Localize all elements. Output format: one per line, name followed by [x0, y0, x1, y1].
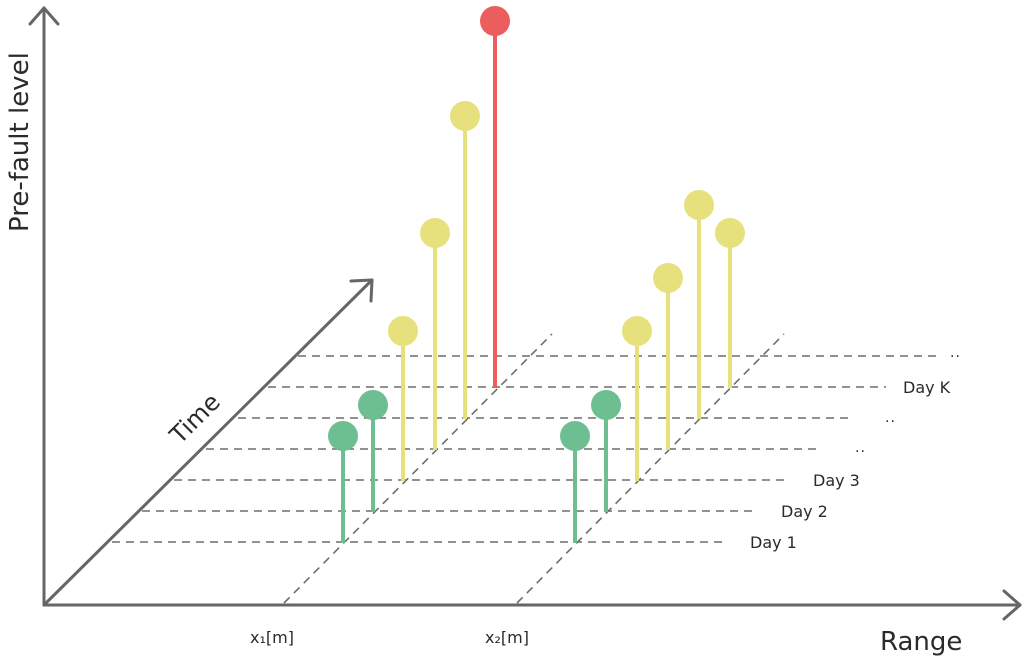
x2-day5-dot [684, 190, 714, 220]
time-axis [42, 278, 374, 607]
x1-dayk-dot [480, 6, 510, 36]
x1-tick-label: x₁[m] [250, 628, 294, 647]
continuation-dots: .. .. .. [855, 345, 961, 456]
x-axis-title: Range [880, 627, 962, 657]
x2-day4-dot [653, 263, 683, 293]
x1-day3-dot [388, 316, 418, 346]
range-grid-lines [283, 333, 785, 604]
x-axis-arrowhead [1002, 589, 1022, 621]
dots-top-right: .. [950, 345, 961, 361]
dots-mid-right: .. [885, 410, 896, 426]
y-axis-arrowhead [28, 6, 60, 26]
x1-day4-dot [420, 218, 450, 248]
day-grid-lines [112, 355, 940, 543]
y-axis-title: Pre-fault level [5, 52, 35, 232]
x1-depth-line [283, 333, 553, 604]
day-label-k: Day K [903, 378, 951, 397]
x2-tick-label: x₂[m] [485, 628, 529, 647]
x1-measurements [328, 6, 510, 543]
x2-day2-dot [591, 390, 621, 420]
day-label-2: Day 2 [781, 502, 828, 521]
day-label-3: Day 3 [813, 471, 860, 490]
dots-low-right: .. [855, 440, 866, 456]
x1-day5-dot [450, 101, 480, 131]
time-axis-title: Time [164, 388, 226, 450]
x1-day1-dot [328, 421, 358, 451]
x2-day3-dot [622, 316, 652, 346]
x1-day2-dot [358, 390, 388, 420]
x2-day1-dot [560, 421, 590, 451]
x2-measurements [560, 190, 745, 543]
x2-dayk-dot [715, 218, 745, 248]
day-label-1: Day 1 [750, 533, 797, 552]
time-axis-arrowhead [349, 278, 374, 303]
axes [28, 6, 1022, 621]
x2-depth-line [516, 333, 785, 604]
